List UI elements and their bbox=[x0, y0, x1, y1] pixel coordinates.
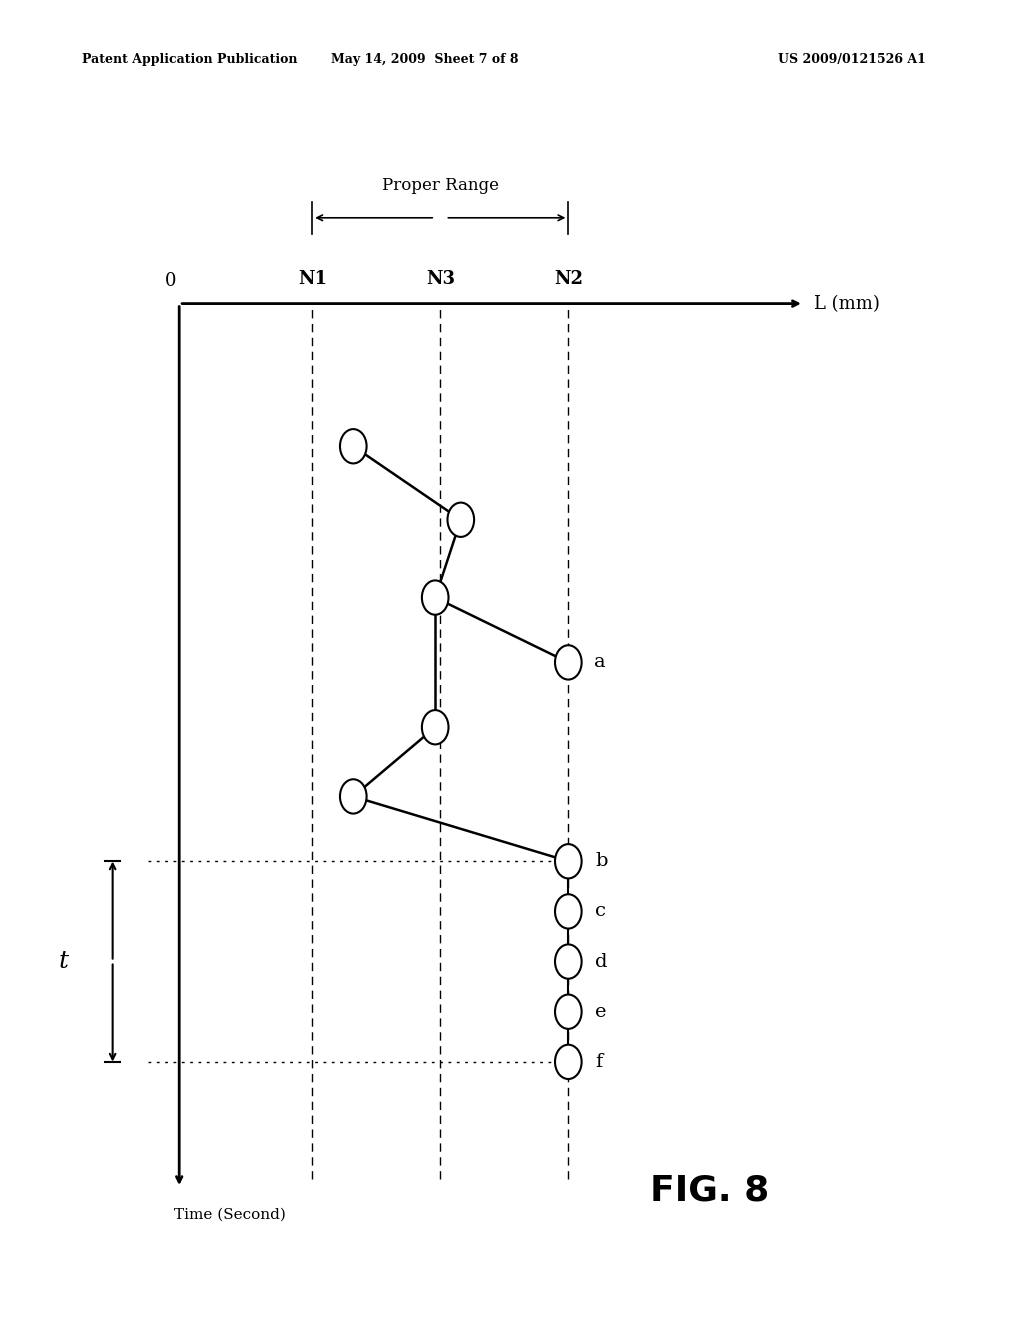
Circle shape bbox=[555, 843, 582, 878]
Text: f: f bbox=[595, 1053, 602, 1071]
Text: t: t bbox=[58, 950, 69, 973]
Circle shape bbox=[447, 503, 474, 537]
Text: a: a bbox=[594, 653, 605, 672]
Circle shape bbox=[422, 581, 449, 615]
Text: FIG. 8: FIG. 8 bbox=[650, 1173, 769, 1208]
Circle shape bbox=[422, 710, 449, 744]
Text: 0: 0 bbox=[165, 272, 177, 290]
Circle shape bbox=[340, 429, 367, 463]
Text: Patent Application Publication: Patent Application Publication bbox=[82, 53, 297, 66]
Text: May 14, 2009  Sheet 7 of 8: May 14, 2009 Sheet 7 of 8 bbox=[331, 53, 519, 66]
Text: N3: N3 bbox=[426, 269, 455, 288]
Circle shape bbox=[555, 944, 582, 978]
Circle shape bbox=[555, 645, 582, 680]
Circle shape bbox=[555, 1044, 582, 1078]
Text: US 2009/0121526 A1: US 2009/0121526 A1 bbox=[778, 53, 926, 66]
Text: b: b bbox=[595, 853, 607, 870]
Text: c: c bbox=[595, 903, 606, 920]
Circle shape bbox=[340, 779, 367, 813]
Text: N1: N1 bbox=[298, 269, 327, 288]
Circle shape bbox=[555, 894, 582, 928]
Text: Proper Range: Proper Range bbox=[382, 177, 499, 194]
Circle shape bbox=[555, 994, 582, 1028]
Text: Time (Second): Time (Second) bbox=[174, 1208, 286, 1222]
Text: e: e bbox=[595, 1003, 606, 1020]
Text: d: d bbox=[595, 953, 607, 970]
Text: L (mm): L (mm) bbox=[814, 294, 880, 313]
Text: N2: N2 bbox=[554, 269, 583, 288]
